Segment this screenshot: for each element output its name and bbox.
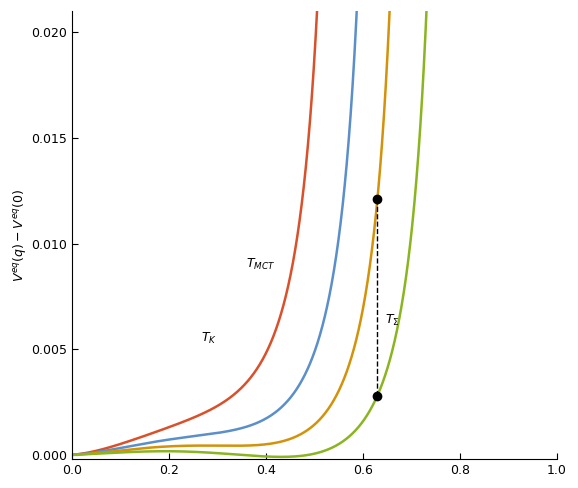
Text: $T_K$: $T_K$ bbox=[201, 331, 217, 346]
Y-axis label: $V^{eq}(q)-V^{eq}(0)$: $V^{eq}(q)-V^{eq}(0)$ bbox=[11, 188, 28, 282]
Text: $T_{\Sigma}$: $T_{\Sigma}$ bbox=[385, 313, 399, 328]
Text: $T_{MCT}$: $T_{MCT}$ bbox=[246, 257, 276, 272]
